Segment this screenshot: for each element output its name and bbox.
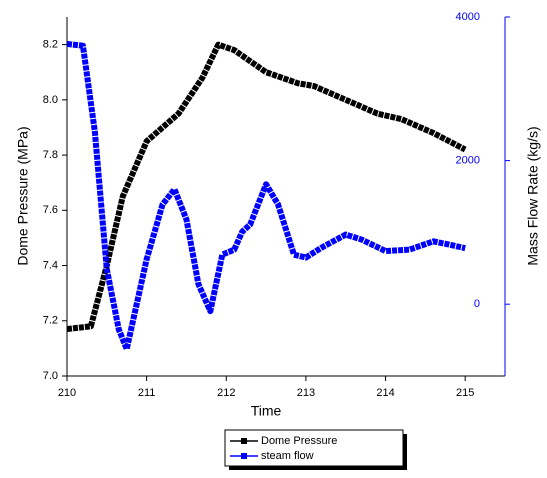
y-tick-label: 7.6 <box>43 204 58 216</box>
y-tick-label: 7.8 <box>43 149 58 161</box>
y-axis-label: Dome Pressure (MPa) <box>15 126 31 265</box>
x-axis-label: Time <box>251 403 282 419</box>
y2-tick-label: 4000 <box>456 11 480 23</box>
y-tick-label: 8.2 <box>43 39 58 51</box>
legend-marker <box>241 453 247 459</box>
y2-tick-label: 2000 <box>456 155 480 167</box>
x-tick-label: 214 <box>376 387 394 399</box>
y2-tick-label: 0 <box>474 298 480 310</box>
x-tick-label: 211 <box>138 387 156 399</box>
series-line <box>66 40 466 353</box>
legend-label: Dome Pressure <box>261 435 337 447</box>
legend-box <box>224 429 404 467</box>
y-tick-label: 8.0 <box>43 94 58 106</box>
x-tick-label: 213 <box>297 387 315 399</box>
y2-axis-label: Mass Flow Rate (kg/s) <box>525 126 541 265</box>
legend-marker <box>241 438 247 444</box>
x-tick-label: 215 <box>456 387 474 399</box>
legend-label: steam flow <box>261 450 314 462</box>
x-tick-label: 212 <box>217 387 235 399</box>
y-tick-label: 7.4 <box>43 259 58 271</box>
x-tick-label: 210 <box>58 387 76 399</box>
series-line <box>66 41 467 333</box>
y-tick-label: 7.2 <box>43 315 58 327</box>
y-tick-label: 7.0 <box>43 370 58 382</box>
